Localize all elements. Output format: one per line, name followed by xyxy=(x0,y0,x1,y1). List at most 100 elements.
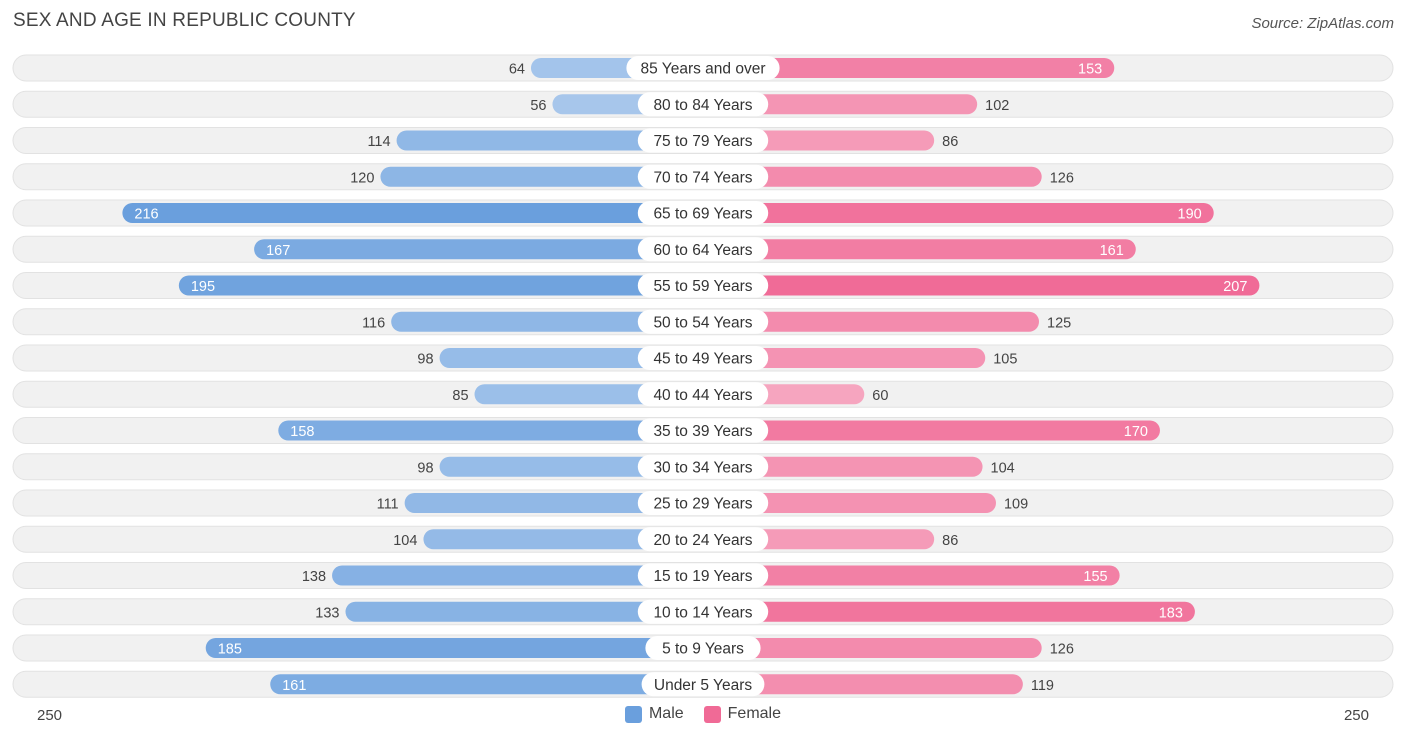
legend-item-male[interactable]: Male xyxy=(624,705,684,723)
category-label: 20 to 24 Years xyxy=(653,532,752,549)
female-bar xyxy=(703,601,1195,622)
male-value-label: 161 xyxy=(282,678,306,694)
category-label-background xyxy=(637,563,769,588)
male-bar xyxy=(345,601,703,622)
category-label: Under 5 Years xyxy=(654,677,752,694)
category-label: 25 to 29 Years xyxy=(653,496,752,513)
female-value-label: 104 xyxy=(991,460,1015,476)
male-value-label: 216 xyxy=(134,207,158,223)
category-label: 15 to 19 Years xyxy=(653,568,752,585)
category-label-background xyxy=(641,672,765,697)
male-value-label: 116 xyxy=(362,315,385,331)
legend-swatch-female xyxy=(703,705,721,723)
category-label-background xyxy=(637,346,769,370)
male-bar xyxy=(122,203,704,223)
male-bar xyxy=(178,275,704,296)
category-label: 70 to 74 Years xyxy=(653,169,752,186)
female-bar xyxy=(703,311,1039,332)
female-value-label: 153 xyxy=(1078,62,1102,78)
category-label-background xyxy=(637,491,769,515)
category-label: 50 to 54 Years xyxy=(653,314,752,331)
female-value-label: 86 xyxy=(942,134,958,150)
male-bar xyxy=(439,456,703,477)
male-bar xyxy=(423,529,703,550)
male-value-label: 114 xyxy=(367,134,390,150)
female-value-label: 207 xyxy=(1223,279,1247,295)
female-value-label: 183 xyxy=(1159,605,1183,621)
female-value-label: 126 xyxy=(1050,170,1074,186)
female-value-label: 102 xyxy=(985,98,1009,114)
legend: Male Female xyxy=(0,705,1406,723)
chart-title: SEX AND AGE IN REPUBLIC COUNTY xyxy=(13,10,356,31)
category-label-background xyxy=(637,164,769,189)
male-bar xyxy=(391,311,703,332)
male-value-label: 195 xyxy=(191,279,215,295)
female-bar xyxy=(703,420,1160,441)
category-label: 40 to 44 Years xyxy=(653,387,752,404)
male-value-label: 85 xyxy=(452,388,468,404)
male-bar xyxy=(254,239,703,260)
legend-label-male: Male xyxy=(648,705,684,722)
legend-item-female[interactable]: Female xyxy=(703,705,782,723)
category-label-background xyxy=(637,309,769,334)
male-bar xyxy=(332,565,703,586)
female-value-label: 161 xyxy=(1100,243,1124,259)
female-bar xyxy=(703,638,1042,658)
male-value-label: 104 xyxy=(393,533,417,549)
male-bar xyxy=(278,420,703,441)
category-label: 65 to 69 Years xyxy=(653,206,752,223)
category-label-background xyxy=(637,454,769,479)
male-value-label: 167 xyxy=(266,243,290,259)
female-value-label: 60 xyxy=(872,388,888,404)
category-label: 5 to 9 Years xyxy=(662,641,744,658)
category-label-background xyxy=(637,418,769,443)
female-bar xyxy=(703,565,1120,586)
male-value-label: 111 xyxy=(377,497,399,513)
female-bar xyxy=(703,456,983,477)
legend-label-female: Female xyxy=(727,705,782,722)
female-value-label: 109 xyxy=(1004,497,1028,513)
female-value-label: 190 xyxy=(1178,207,1202,223)
female-bar xyxy=(703,348,986,368)
male-bar xyxy=(270,674,703,695)
category-label-background xyxy=(637,128,769,153)
male-bar xyxy=(205,638,703,658)
category-label-background xyxy=(637,527,769,552)
male-value-label: 185 xyxy=(218,642,242,658)
male-value-label: 64 xyxy=(509,62,525,78)
category-label-background xyxy=(637,599,769,624)
male-bar xyxy=(396,130,703,151)
female-bar xyxy=(703,203,1214,223)
category-label-background xyxy=(637,237,769,262)
category-label: 45 to 49 Years xyxy=(653,351,752,368)
female-bar xyxy=(703,58,1115,78)
category-label-background xyxy=(645,636,761,660)
category-label: 55 to 59 Years xyxy=(653,278,752,295)
female-value-label: 155 xyxy=(1083,569,1107,585)
male-value-label: 158 xyxy=(290,424,314,440)
female-bar xyxy=(703,275,1260,296)
female-bar xyxy=(703,239,1136,260)
category-label-background xyxy=(637,273,769,298)
female-bar xyxy=(703,493,996,513)
male-value-label: 138 xyxy=(302,569,326,585)
axis-right-label: 250 xyxy=(1343,707,1369,724)
male-bar xyxy=(439,348,703,368)
male-value-label: 133 xyxy=(315,605,339,621)
female-value-label: 119 xyxy=(1031,678,1054,694)
category-label: 35 to 39 Years xyxy=(653,423,752,440)
male-value-label: 98 xyxy=(417,460,433,476)
category-label-background xyxy=(637,92,769,117)
female-value-label: 105 xyxy=(993,352,1017,368)
male-bar xyxy=(380,166,703,187)
male-value-label: 98 xyxy=(417,352,433,368)
female-bar xyxy=(703,674,1023,695)
male-value-label: 120 xyxy=(350,170,374,186)
female-value-label: 170 xyxy=(1124,424,1148,440)
axis-left-label: 250 xyxy=(37,707,63,724)
male-value-label: 56 xyxy=(530,98,546,114)
category-label: 75 to 79 Years xyxy=(653,133,752,150)
female-bar xyxy=(703,94,978,115)
female-bar xyxy=(703,166,1042,187)
